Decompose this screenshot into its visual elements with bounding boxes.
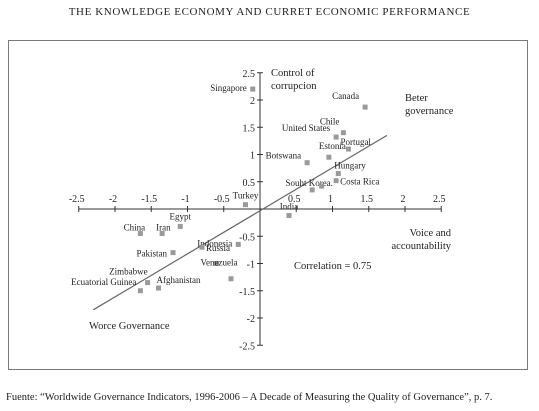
data-point [243,202,248,208]
point-label: Chile [320,117,340,127]
data-point [199,244,205,250]
data-point [137,231,143,237]
x-axis-title-line-1: Voice and [409,228,451,239]
correlation-label: Correlation = 0.75 [294,261,371,272]
x-tick-label: -2.5 [69,194,85,205]
point-label: Egypt [170,211,192,221]
data-point [214,261,219,266]
x-tick-label: 1 [328,194,333,205]
data-point [228,276,234,282]
data-point [304,160,310,166]
y-tick-label: -2.5 [239,341,255,352]
data-point [145,280,151,286]
data-point [235,241,241,247]
y-tick-label: -1.5 [239,287,255,298]
data-point [319,183,325,189]
point-label: Venezuela [201,258,238,268]
better-governance-label-line-2: governance [405,106,454,117]
source-note: Fuente: “Worldwide Governance Indicators… [6,392,493,403]
y-tick-label: 1 [250,151,255,162]
page-title: THE KNOWLEDGE ECONOMY AND CURRET ECONOMI… [68,6,471,18]
y-tick-label: 2.5 [243,69,256,80]
x-tick-label: -0.5 [214,194,230,205]
y-tick-label: -1 [247,260,255,271]
x-tick-label: 0.5 [288,194,301,205]
x-tick-label: 2 [401,194,406,205]
worse-governance-label: Worce Governance [89,321,170,332]
data-point [333,178,339,184]
data-point [286,213,292,219]
point-label: Pakistan [137,249,168,259]
data-point [137,288,143,294]
y-tick-label: 2 [250,96,255,107]
data-point [333,134,339,140]
point-label: Afghanistan [157,275,201,285]
y-tick-label: -0.5 [239,232,255,243]
x-tick-label: 2.5 [433,194,446,205]
data-point [250,86,256,92]
y-tick-label: 0.5 [243,178,256,189]
point-label: Indonesia [197,238,232,248]
point-label: Botswana [266,151,302,161]
data-point [335,171,341,177]
point-label: Turkey [233,191,259,201]
x-tick-label: -1.5 [141,194,157,205]
point-label: United States [282,123,331,133]
data-point [156,285,161,291]
data-point [159,231,165,237]
point-label: Souht Korea. [285,178,333,188]
x-tick-label: 1.5 [361,194,374,205]
data-point [309,187,315,193]
point-label: Hungary [334,161,366,171]
scatter-chart: -2.5 -2 -1.5 -1 -0.5 0.5 1 1.5 2 2.5 2.5 2 1.5 1 0.5 -0… [69,68,454,352]
point-label: Singapore [210,83,247,93]
point-label: Canada [332,91,359,101]
data-point [177,223,183,229]
y-axis-title-line-2: corrupcion [271,81,317,92]
x-tick-label: -2 [109,194,117,205]
trend-line [92,134,388,311]
data-point [170,250,176,256]
point-label: Iran [156,223,171,233]
y-tick-label: -2 [247,314,255,325]
y-tick-label: 1.5 [243,123,256,134]
point-label: Ecuatorial Guinea [71,277,136,287]
data-point [362,104,368,110]
better-governance-label: Beter [405,93,428,104]
point-label: Zimbabwe [109,267,148,277]
point-label: Russia [206,243,230,253]
point-label: China [124,223,146,233]
chart-frame [8,40,528,370]
data-point [340,130,346,136]
point-label: Estonia [319,141,346,151]
data-point [345,146,351,152]
point-label: Portugal [340,137,371,147]
x-tick-label: -1 [181,194,189,205]
x-axis-title-line-2: accountability [392,241,452,252]
point-label: Costa Rica [340,177,379,187]
data-point [326,154,332,160]
point-label: India [280,202,299,212]
y-axis-title-line-1: Control of [271,68,315,79]
